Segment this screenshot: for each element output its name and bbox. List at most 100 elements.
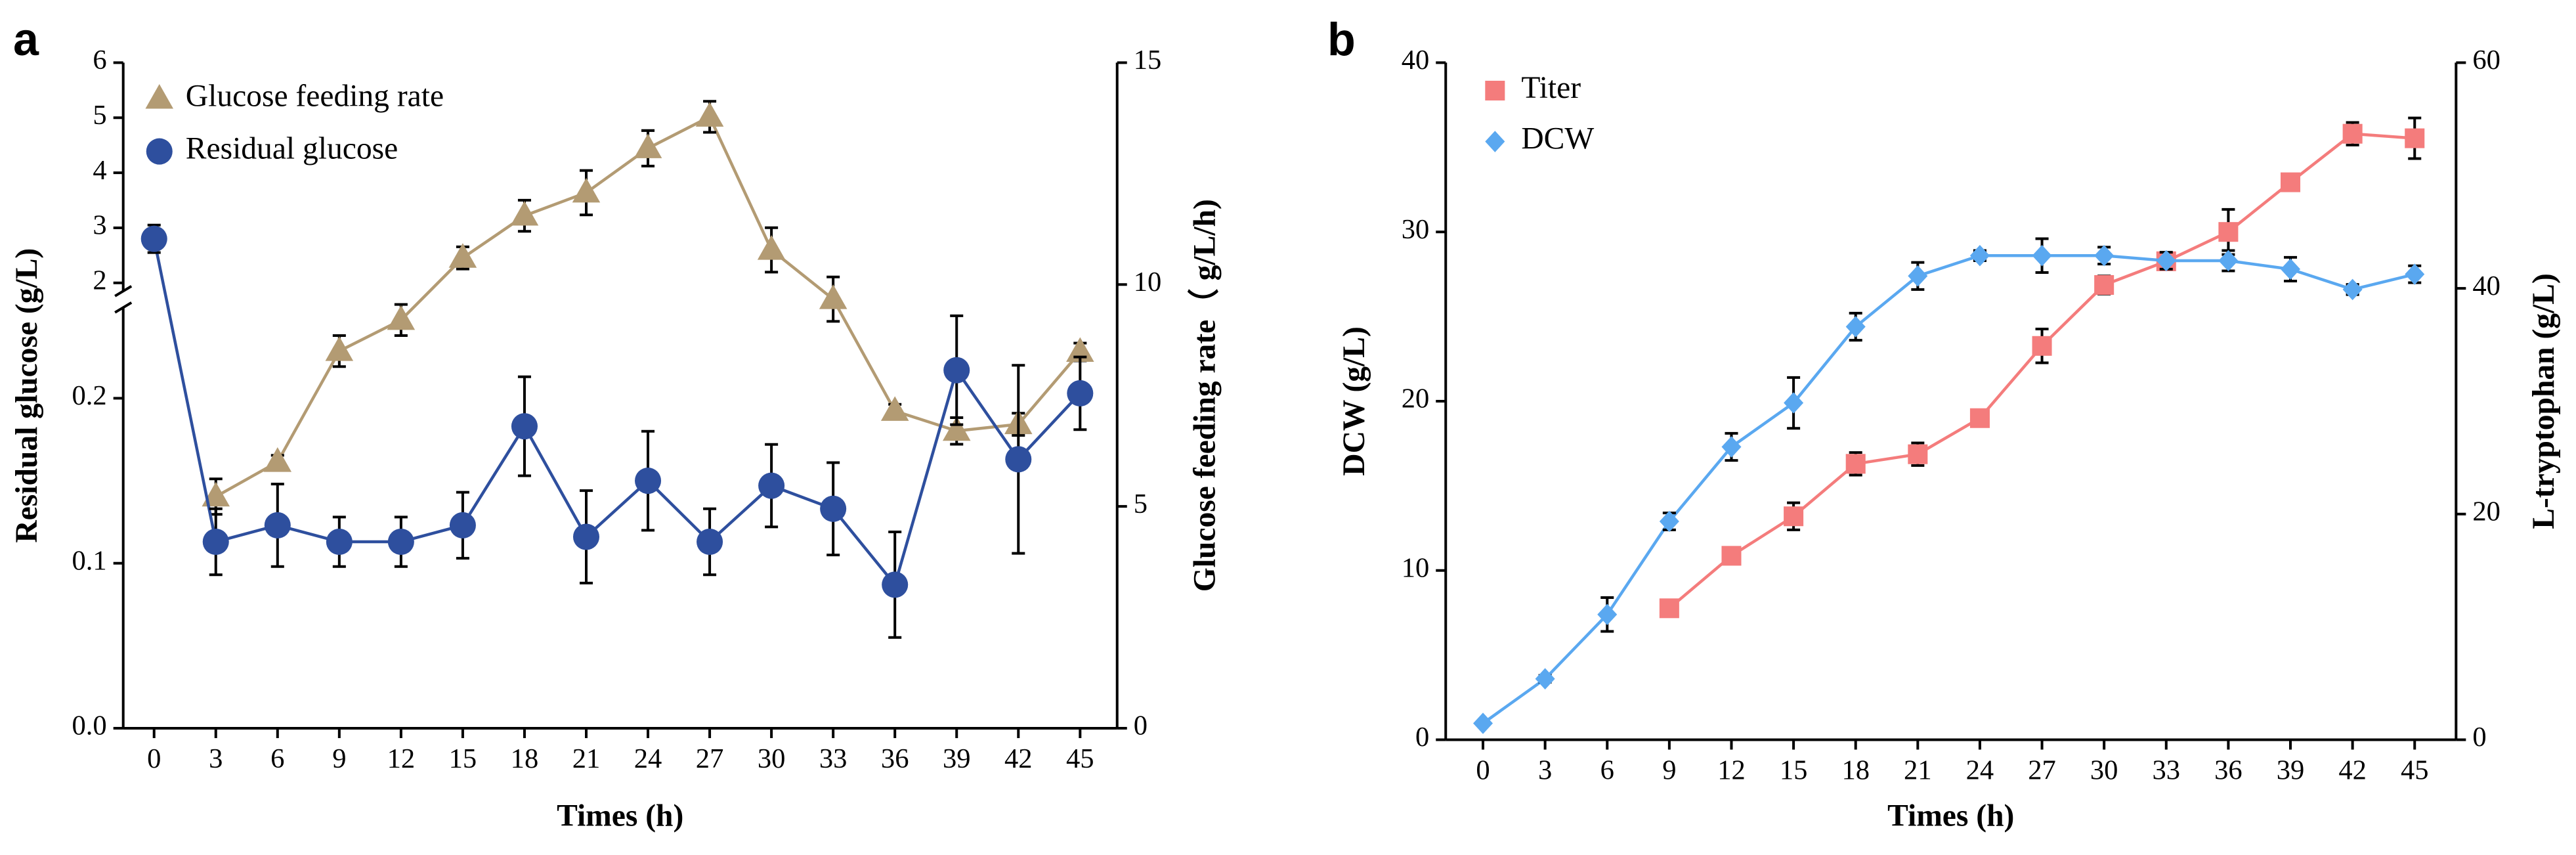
y-axis-label: Residual glucose (g/L) — [10, 248, 44, 543]
marker — [2032, 245, 2052, 267]
marker — [757, 235, 786, 260]
marker — [943, 357, 970, 384]
x-tick-label: 27 — [696, 743, 724, 774]
marker — [1067, 380, 1094, 406]
marker — [880, 396, 909, 421]
marker — [819, 284, 848, 309]
marker — [758, 472, 785, 499]
y-axis-label: DCW (g/L) — [1337, 326, 1371, 476]
series-line — [1668, 132, 2415, 610]
y-tick-label: 2 — [93, 265, 106, 296]
y-tick-label: 3 — [93, 210, 106, 241]
x-tick-label: 0 — [147, 743, 161, 774]
marker — [2218, 250, 2239, 272]
y2-tick-label: 20 — [2472, 496, 2501, 527]
marker — [2094, 245, 2114, 267]
y-tick-label: 20 — [1402, 384, 1430, 414]
panel-label: a — [13, 14, 39, 65]
x-tick-label: 27 — [2028, 755, 2056, 785]
marker — [1472, 712, 1493, 734]
marker — [1845, 454, 1866, 474]
x-tick-label: 33 — [819, 743, 848, 774]
x-tick-label: 6 — [270, 743, 284, 774]
x-tick-label: 12 — [387, 743, 416, 774]
x-tick-label: 39 — [943, 743, 971, 774]
marker — [1721, 546, 1742, 566]
marker — [202, 529, 229, 556]
series-line — [1482, 254, 2415, 725]
y2-axis-label: Glucose feeding rate（ g/L/h) — [1187, 199, 1222, 592]
x-tick-label: 0 — [1476, 755, 1490, 785]
x-tick-label: 33 — [2153, 755, 2181, 785]
marker — [140, 225, 167, 252]
marker — [697, 529, 723, 556]
marker — [2280, 172, 2301, 192]
marker — [1005, 446, 1032, 473]
marker — [1969, 408, 1990, 428]
x-tick-label: 24 — [1966, 755, 1994, 785]
x-tick-label: 15 — [1780, 755, 1808, 785]
marker — [2405, 128, 2425, 148]
y-tick-label: 30 — [1402, 214, 1430, 245]
x-tick-label: 3 — [1538, 755, 1552, 785]
y2-tick-label: 0 — [1134, 711, 1148, 741]
marker — [2218, 222, 2239, 242]
marker — [511, 413, 538, 440]
legend-label: Glucose feeding rate — [186, 79, 444, 113]
y2-tick-label: 5 — [1134, 489, 1148, 519]
y-tick-label: 40 — [1402, 45, 1430, 76]
marker — [2094, 274, 2114, 295]
x-tick-label: 30 — [758, 743, 786, 774]
x-tick-label: 36 — [881, 743, 909, 774]
x-tick-label: 18 — [511, 743, 539, 774]
marker — [387, 529, 414, 556]
x-tick-label: 12 — [1717, 755, 1746, 785]
y2-axis-label: L-tryptophan (g/L) — [2527, 273, 2561, 529]
marker — [695, 102, 724, 127]
marker — [942, 416, 971, 441]
marker — [387, 305, 416, 330]
marker — [572, 177, 601, 203]
marker — [572, 523, 600, 550]
marker — [1784, 392, 1804, 414]
y-tick-label: 6 — [93, 45, 106, 76]
x-tick-label: 24 — [634, 743, 662, 774]
x-tick-label: 9 — [1662, 755, 1676, 785]
marker — [1659, 598, 1679, 619]
y2-tick-label: 40 — [2472, 271, 2501, 301]
x-tick-label: 6 — [1600, 755, 1614, 785]
x-tick-label: 15 — [449, 743, 477, 774]
marker — [325, 336, 354, 361]
marker — [1784, 506, 1804, 527]
panel-label: b — [1327, 14, 1356, 65]
marker — [633, 133, 662, 158]
marker — [882, 571, 909, 598]
legend-label: Titer — [1521, 71, 1581, 105]
y-tick-label: 0.2 — [72, 380, 106, 411]
x-tick-label: 39 — [2277, 755, 2305, 785]
marker — [449, 512, 476, 538]
x-tick-label: 21 — [1904, 755, 1932, 785]
y-tick-label: 0.0 — [72, 711, 106, 741]
legend-label: Residual glucose — [186, 131, 398, 165]
marker — [326, 529, 353, 556]
marker — [635, 468, 662, 494]
series-line — [152, 238, 1081, 588]
marker — [1969, 245, 1990, 267]
y-tick-label: 5 — [93, 100, 106, 131]
marker — [2280, 258, 2301, 280]
x-tick-label: 45 — [1066, 743, 1094, 774]
x-tick-label: 45 — [2401, 755, 2429, 785]
y-tick-label: 4 — [93, 155, 106, 186]
y-tick-label: 10 — [1402, 552, 1430, 583]
marker — [448, 243, 477, 268]
legend-marker — [1485, 131, 1505, 152]
x-tick-label: 42 — [2338, 755, 2367, 785]
axis-break — [114, 285, 133, 297]
x-tick-label: 9 — [332, 743, 346, 774]
marker — [1721, 436, 1742, 458]
legend-marker — [146, 138, 173, 165]
marker — [1066, 337, 1094, 362]
legend-marker — [145, 83, 174, 109]
